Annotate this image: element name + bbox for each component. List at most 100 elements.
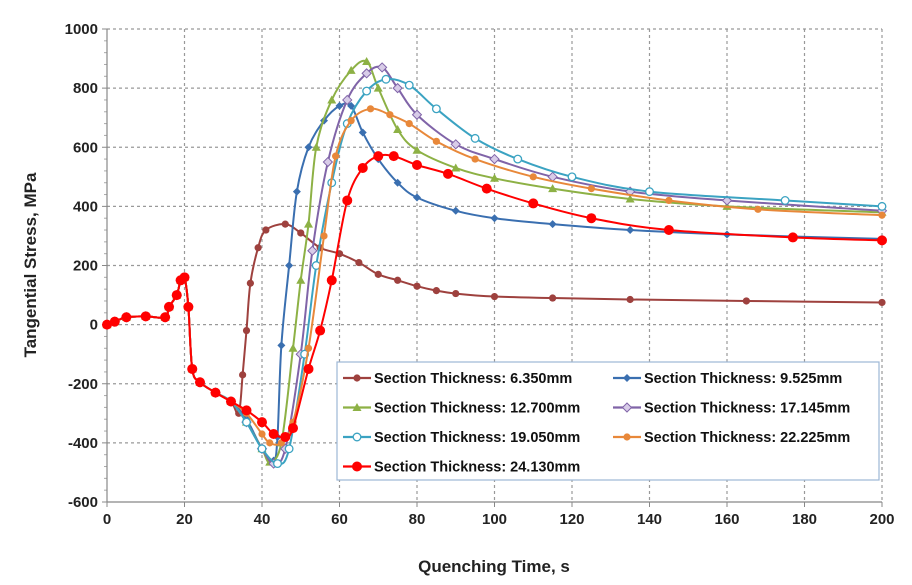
marker-circle (187, 363, 198, 374)
marker-circle (623, 433, 631, 441)
x-tick-label: 160 (714, 511, 739, 528)
marker-triangle (288, 343, 298, 352)
marker-circle (742, 297, 750, 305)
marker-circle (246, 279, 254, 287)
marker-circle (160, 312, 171, 323)
series-group (101, 57, 888, 469)
marker-circle (586, 213, 597, 224)
marker-circle (432, 287, 440, 295)
marker-circle (121, 312, 132, 323)
legend-item: Section Thickness: 22.225mm (613, 430, 850, 446)
marker-circle (490, 292, 499, 301)
marker-circle (357, 162, 368, 173)
marker-circle (226, 396, 236, 407)
marker-circle (266, 439, 274, 447)
marker-open-circle (780, 196, 790, 205)
y-tick-label: -200 (68, 376, 98, 393)
marker-diamond (626, 226, 635, 235)
marker-circle (257, 417, 267, 428)
y-axis-title: Tangential Stress, MPa (21, 172, 40, 357)
marker-circle (171, 290, 182, 301)
legend-label: Section Thickness: 6.350mm (374, 371, 572, 387)
marker-circle (663, 225, 674, 236)
marker-circle (626, 295, 634, 304)
marker-triangle (296, 275, 306, 284)
marker-circle (352, 461, 362, 472)
marker-circle (326, 275, 337, 286)
x-tick-label: 60 (331, 511, 348, 528)
marker-circle (288, 423, 298, 434)
marker-diamond (358, 128, 367, 137)
marker-diamond (277, 341, 286, 350)
marker-circle (242, 326, 251, 335)
y-tick-label: 600 (73, 139, 98, 156)
x-tick-label: 200 (869, 511, 894, 528)
marker-open-circle (645, 187, 654, 197)
legend-item: Section Thickness: 24.130mm (343, 460, 580, 476)
marker-open-circle (381, 74, 391, 84)
marker-open-circle (284, 444, 294, 454)
marker-circle (195, 377, 205, 388)
marker-diamond (621, 402, 633, 413)
x-tick-label: 80 (409, 511, 426, 528)
marker-triangle (548, 184, 558, 193)
marker-diamond (392, 82, 403, 94)
marker-diamond (411, 109, 423, 120)
axes: 0 20 40 60 80 100 120 140 160 180 200 -600 -400 -200 0… (65, 21, 895, 528)
x-tick-label: 120 (559, 511, 584, 528)
marker-circle (877, 235, 887, 246)
marker-circle (432, 137, 440, 145)
marker-diamond (347, 101, 356, 110)
marker-circle (587, 185, 595, 193)
x-tick-label: 0 (103, 511, 111, 528)
marker-diamond (451, 206, 460, 215)
marker-triangle (393, 125, 403, 134)
marker-circle (280, 431, 291, 442)
legend: Section Thickness: 6.350mm Section Thickn… (336, 361, 880, 481)
marker-circle (443, 168, 453, 179)
marker-circle (315, 325, 326, 336)
marker-diamond (623, 374, 631, 382)
marker-open-circle (404, 80, 414, 90)
marker-diamond (322, 156, 334, 168)
marker-open-circle (567, 172, 577, 182)
marker-circle (787, 232, 798, 243)
y-tick-label: 0 (90, 317, 98, 334)
marker-circle (320, 232, 328, 240)
marker-open-circle (877, 201, 887, 211)
y-tick-label: 800 (73, 80, 98, 97)
marker-circle (878, 211, 886, 219)
marker-circle (529, 173, 537, 181)
legend-label: Section Thickness: 24.130mm (374, 460, 580, 476)
marker-circle (405, 120, 413, 128)
x-tick-label: 100 (482, 511, 507, 528)
legend-item: Section Thickness: 6.350mm (343, 371, 572, 387)
marker-diamond (335, 101, 344, 110)
legend-item: Section Thickness: 19.050mm (343, 430, 580, 446)
marker-circle (254, 244, 262, 252)
marker-circle (281, 220, 289, 228)
series-6 (102, 151, 887, 442)
marker-circle (268, 429, 279, 440)
marker-circle (102, 319, 112, 330)
marker-circle (140, 311, 151, 322)
marker-circle (109, 316, 120, 327)
marker-circle (303, 363, 314, 374)
marker-circle (878, 298, 886, 307)
marker-circle (373, 151, 384, 162)
marker-circle (239, 371, 247, 379)
marker-circle (304, 344, 313, 352)
marker-circle (210, 387, 221, 398)
marker-circle (355, 258, 363, 267)
marker-triangle (490, 173, 499, 182)
marker-open-circle (242, 417, 251, 427)
marker-circle (297, 229, 305, 237)
x-tick-label: 20 (176, 511, 193, 528)
marker-diamond (393, 178, 402, 187)
marker-diamond (304, 143, 313, 152)
marker-circle (332, 152, 340, 160)
marker-circle (241, 405, 252, 416)
marker-open-circle (513, 154, 523, 164)
marker-triangle (352, 403, 362, 411)
marker-triangle (362, 57, 372, 66)
